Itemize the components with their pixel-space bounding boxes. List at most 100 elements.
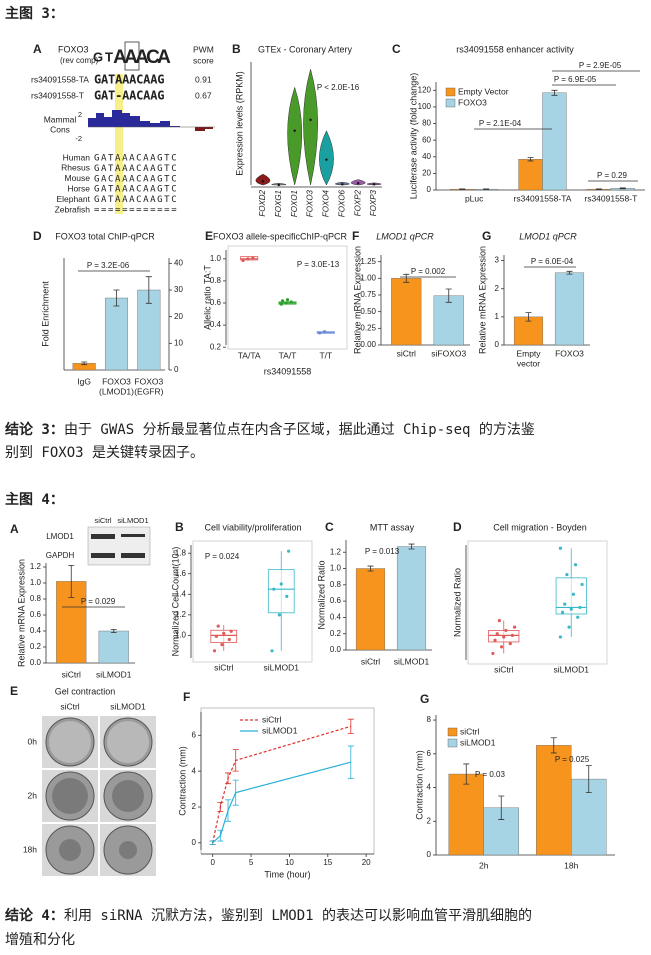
x-tick-label: siLMOD1 [554,664,590,674]
point [227,637,231,642]
y-axis-title: Normalized Ratio [316,560,326,629]
y-axis-title: Expression levels (RPKM) [234,71,244,176]
lane-label: siCtrl [94,516,111,525]
y-axis-title: Relative mRNA Expression [477,246,487,354]
error-bar [566,270,573,275]
error-bar [347,718,354,734]
panel-letter: F [183,690,190,704]
y-tick-label: 0.0 [330,645,342,654]
x-tick-label: rs34091558-TA [514,193,572,203]
x-tick-label: 5 [249,858,254,867]
label: GATAAACAAGTC [94,164,178,174]
point [567,625,571,629]
error-bar [347,745,354,779]
label: 0.67 [195,90,212,100]
point [214,634,218,639]
y-axis-title: Luciferase activity (fold change) [408,73,418,200]
point [229,629,233,633]
label: 2h [28,790,38,800]
x-tick-label: siLMOD1 [96,669,132,679]
x-tick-label: FOXP3 [369,189,378,216]
y-tick-label: 4 [427,783,432,792]
y-tick-label: 20 [174,312,183,321]
y-tick-label: 10 [174,338,183,347]
legend-label: siCtrl [460,726,479,736]
error-bar [209,840,216,846]
y-tick-label: 0 [192,838,197,847]
point [284,301,288,305]
conservation-track [88,110,180,127]
y-axis-title: Relative mRNA Expression [16,559,26,667]
violin [303,68,318,186]
point [580,582,584,587]
point [318,331,322,335]
error-bar [225,772,232,785]
x-tick-label: FOXO3 [306,189,315,217]
y-axis-title: Fold Enrichment [40,281,50,347]
label: Zebrafish [55,204,91,214]
point [279,302,283,306]
median-dot [309,118,312,122]
y-tick-label: 1.0 [175,631,187,640]
panel-letter: B [175,520,184,534]
label: -2 [75,134,82,143]
point [499,645,504,649]
x-tick-label: siCtrl [214,662,233,672]
logo-letter: T [105,49,113,64]
y-axis-title: Allelic ratio TA:T [202,265,212,330]
point [512,625,517,629]
label: FOXO3 [58,44,89,54]
panel-title: rs34091558 enhancer activity [456,44,574,54]
x-tick-label: vector [517,358,540,368]
gel [107,721,149,763]
panel-title: Cell migration - Boyden [493,522,587,532]
y-tick-label: 3 [495,256,500,265]
x-tick-label: IgG [77,376,91,386]
y-tick-label: 6 [192,730,197,739]
y-tick-label: 60 [422,135,431,144]
x-tick-label: FOXO3 [555,348,584,358]
error-bar [110,629,117,633]
point [578,605,582,610]
panel-title: Cell viability/proliferation [204,522,301,532]
error-bar [68,565,75,598]
legend-label: FOXO3 [458,97,487,107]
y-tick-label: 0 [427,850,432,859]
legend-swatch [445,87,456,97]
median-dot [277,183,281,187]
gel [59,839,81,861]
point [212,649,217,653]
bar [396,546,427,651]
y-tick-label: 2 [495,284,500,293]
point [558,546,563,550]
y-tick-label: 0.8 [30,594,42,603]
p-value: P = 2.9E-05 [579,61,622,70]
point [563,602,567,606]
x-tick-label: siLMOD1 [394,656,430,666]
point [560,610,565,614]
y-tick-label: 1.25 [360,257,376,266]
y-axis-title: Normalized Ratio [452,568,462,637]
error-bar [551,89,558,96]
bar [542,92,567,191]
y-tick-label: 0.4 [30,626,42,635]
band-label: GAPDH [46,551,75,560]
p-value: P < 2.0E-16 [317,83,360,92]
point [220,643,224,647]
point [493,638,497,642]
x-tick-label: TA/TA [238,350,261,360]
error-bar [445,288,452,303]
median-dot [261,180,265,183]
point [277,613,282,617]
logo-letter: G [93,49,103,64]
point [573,563,578,567]
legend-swatch [445,98,456,108]
error-bar [498,795,505,820]
point [280,299,285,303]
p-value: P = 2.1E-04 [479,119,522,128]
gel [49,721,91,763]
band [91,553,115,558]
x-tick-label: siCtrl [494,664,513,674]
median-dot [341,183,344,186]
error-bar [550,737,557,754]
